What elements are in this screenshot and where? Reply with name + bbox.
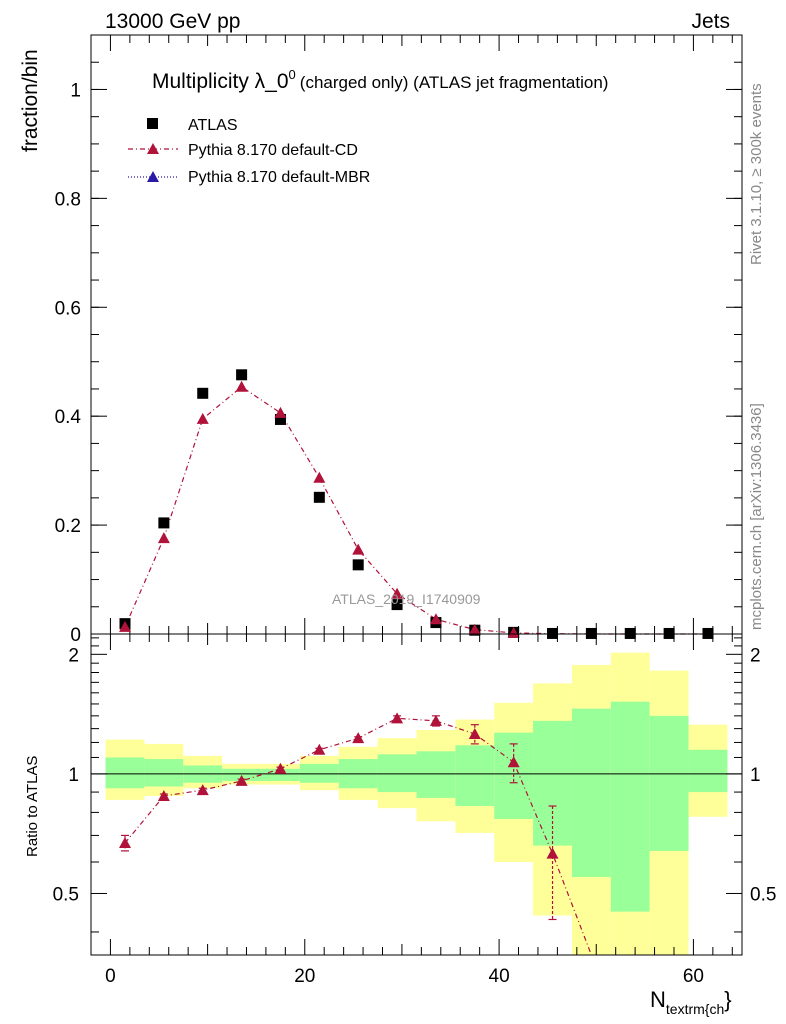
rivet-label: Rivet 3.1.10, ≥ 300k events (748, 83, 765, 265)
cd-point (468, 623, 481, 635)
mcplots-label: mcplots.cern.ch [arXiv:1306.3436] (748, 403, 765, 630)
ratio-y-tick-label: 0.5 (53, 884, 79, 905)
legend-label-mbr: Pythia 8.170 default-MBR (188, 169, 370, 186)
inner-uncertainty-band (571, 708, 611, 878)
atlas-point (197, 387, 209, 399)
ratio-y-tick-label: 1 (68, 765, 79, 786)
x-tick-label: 40 (489, 966, 510, 987)
inner-uncertainty-band (299, 763, 339, 783)
main-panel-series (119, 369, 714, 639)
ratio-y-tick-label-right: 1 (750, 765, 761, 786)
atlas-point (702, 627, 714, 639)
chart-title: Multiplicity λ_00 (charged only) (ATLAS j… (152, 67, 608, 93)
main-panel-ticks: 0 0.2 0.4 0.6 0.8 1 (55, 34, 742, 646)
atlas-point (663, 627, 675, 639)
legend-label-cd: Pythia 8.170 default-CD (188, 142, 358, 159)
ratio-point (507, 756, 520, 768)
ratio-point (546, 847, 559, 859)
atlas-point (236, 369, 248, 381)
ratio-point (274, 762, 287, 774)
ratio-point (196, 784, 209, 796)
cd-point (352, 543, 365, 555)
legend: ATLAS Pythia 8.170 default-CD Pythia 8.1… (128, 117, 370, 186)
legend-marker-mbr (147, 171, 159, 182)
ratio-y-tick-label-right: 0.5 (750, 884, 776, 905)
atlas-point (352, 559, 364, 571)
cd-point (391, 587, 404, 599)
atlas-point (624, 627, 636, 639)
x-tick-label: 0 (105, 966, 116, 987)
inner-uncertainty-band (688, 749, 728, 793)
atlas-point (158, 517, 170, 529)
atlas-point (585, 627, 597, 639)
inner-uncertainty-band (416, 751, 456, 798)
cd-point (235, 380, 248, 392)
ratio-panel-ticks: 0 20 40 60 0.5 0.5 1 1 2 2 (53, 634, 776, 987)
ratio-point (468, 728, 481, 740)
ratio-point (157, 789, 170, 801)
ratio-point (352, 732, 365, 744)
legend-label-atlas: ATLAS (188, 117, 238, 134)
atlas-point (547, 627, 559, 639)
cd-point (119, 620, 132, 632)
y-tick-label: 0.8 (55, 189, 81, 210)
x-tick-label: 60 (683, 966, 704, 987)
cd-point (507, 626, 520, 638)
main-panel: 0 0.2 0.4 0.6 0.8 1 Multiplicity λ_00 (charged… (19, 34, 743, 646)
atlas-point (391, 599, 403, 611)
inner-uncertainty-band (144, 759, 184, 787)
cd-point (313, 471, 326, 483)
y-axis-label: fraction/bin (19, 49, 42, 152)
ratio-panel-frame (90, 633, 743, 956)
header-left: 13000 GeV pp (105, 10, 240, 33)
ratio-bands (105, 652, 728, 955)
ratio-point (235, 774, 248, 786)
inner-uncertainty-band (649, 715, 689, 851)
ratio-y-tick-label-right: 2 (750, 645, 761, 666)
x-tick-label: 20 (294, 966, 315, 987)
atlas-point (313, 491, 325, 503)
ratio-y-tick-label: 2 (68, 645, 79, 666)
inner-uncertainty-band (610, 701, 650, 912)
legend-marker-cd (147, 143, 159, 154)
ratio-point (313, 743, 326, 755)
inner-uncertainty-band (377, 754, 417, 793)
inner-uncertainty-band (533, 720, 572, 846)
cd-point (157, 532, 170, 544)
analysis-watermark: ATLAS_2019_I1740909 (332, 591, 481, 607)
ratio-point (391, 712, 404, 724)
header-right: Jets (691, 10, 730, 33)
y-tick-label: 0.4 (55, 407, 82, 428)
atlas-point (274, 413, 286, 425)
inner-uncertainty-band (105, 757, 145, 789)
x-axis-label: Ntextrm{ch} (650, 987, 732, 1017)
cd-point (274, 406, 287, 418)
cd-point (196, 412, 209, 424)
y-tick-label: 0 (70, 625, 81, 646)
legend-marker-atlas (147, 118, 158, 129)
y-tick-label: 0.6 (55, 298, 81, 319)
ratio-series (119, 712, 592, 956)
ratio-panel: 0 20 40 60 0.5 0.5 1 1 2 2 Ratio to ATLAS (24, 633, 776, 987)
ratio-point (429, 714, 442, 726)
inner-uncertainty-band (455, 745, 495, 807)
y-tick-label: 1 (70, 80, 81, 101)
ratio-point (119, 836, 132, 848)
cd-point (429, 613, 442, 625)
ratio-axis-label: Ratio to ATLAS (24, 756, 41, 857)
inner-uncertainty-band (222, 768, 262, 781)
y-tick-label: 0.2 (55, 516, 81, 537)
